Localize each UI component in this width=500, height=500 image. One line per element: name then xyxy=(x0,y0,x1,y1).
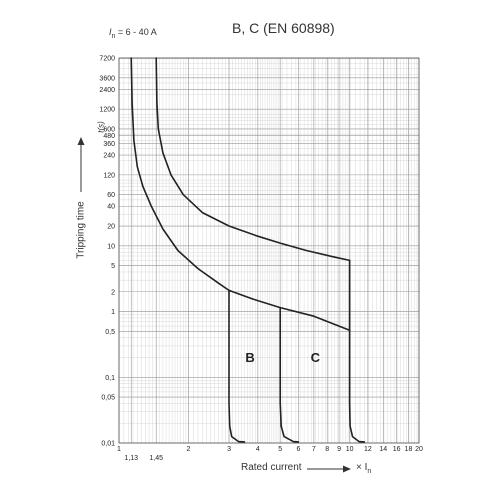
tick-labels: 7200360024001200600480360240120604020105… xyxy=(99,56,423,463)
y-tick-label: 240 xyxy=(103,153,115,160)
x-tick-label: 8 xyxy=(325,446,329,453)
x-tick-label: 18 xyxy=(405,446,413,453)
x-tick-label: 10 xyxy=(346,446,354,453)
tripping-curve xyxy=(130,57,230,292)
y-arrow-head xyxy=(77,137,85,145)
region-label: B xyxy=(245,350,254,365)
y-tick-label: 360 xyxy=(103,141,115,148)
x-axis-unit: × In xyxy=(356,462,371,475)
y-tick-label: 3600 xyxy=(99,75,115,82)
tripping-curve xyxy=(228,289,246,443)
tripping-curve xyxy=(155,57,351,262)
y-tick-label: 7200 xyxy=(99,56,115,63)
x-tick-label: 1,45 xyxy=(149,455,163,462)
x-tick-label: 3 xyxy=(227,446,231,453)
y-tick-label: 600 xyxy=(103,126,115,133)
rated-current-range-text: = 6 - 40 A xyxy=(115,27,157,37)
chart-title: B, C (EN 60898) xyxy=(232,20,335,36)
x-tick-label: 7 xyxy=(312,446,316,453)
y-tick-label: 10 xyxy=(107,243,115,250)
x-axis-title: Rated current xyxy=(241,462,302,473)
y-tick-label: 0,1 xyxy=(105,375,115,382)
axis-arrows xyxy=(77,137,351,473)
rated-current-subscript: n xyxy=(111,32,116,40)
x-tick-label: 6 xyxy=(296,446,300,453)
plot-frame xyxy=(118,57,420,444)
y-tick-label: 40 xyxy=(107,204,115,211)
x-tick-label: 5 xyxy=(278,446,282,453)
curves xyxy=(130,57,366,443)
region-label: C xyxy=(311,350,321,365)
x-arrow-head xyxy=(343,465,351,473)
y-tick-label: 0,5 xyxy=(105,329,115,336)
tripping-curve xyxy=(348,329,366,443)
y-tick-label: 2 xyxy=(111,289,115,296)
x-axis-unit-text: × I xyxy=(356,462,368,473)
x-tick-label: 2 xyxy=(186,446,190,453)
rated-current-symbol: I xyxy=(109,27,112,37)
x-tick-label: 20 xyxy=(415,446,423,453)
y-tick-label: 0,05 xyxy=(101,395,115,402)
tripping-curve xyxy=(279,306,300,443)
y-tick-label: 5 xyxy=(111,263,115,270)
y-tick-label: 480 xyxy=(103,133,115,140)
x-tick-label: 12 xyxy=(364,446,372,453)
x-axis-unit-subscript: n xyxy=(367,468,372,475)
y-tick-label: 2400 xyxy=(99,87,115,94)
grid xyxy=(118,57,420,444)
x-tick-label: 1,13 xyxy=(124,455,138,462)
y-tick-label: 120 xyxy=(103,172,115,179)
x-tick-label: 1 xyxy=(117,446,121,453)
y-tick-label: 0,01 xyxy=(101,441,115,448)
x-tick-label: 16 xyxy=(393,446,401,453)
y-tick-label: 60 xyxy=(107,192,115,199)
y-tick-label: 1 xyxy=(111,309,115,316)
y-tick-label: 1200 xyxy=(99,107,115,114)
x-tick-label: 14 xyxy=(379,446,387,453)
y-tick-label: 20 xyxy=(107,224,115,231)
rated-current-range: In = 6 - 40 A xyxy=(109,27,157,40)
x-tick-label: 4 xyxy=(256,446,260,453)
x-tick-label: 9 xyxy=(337,446,341,453)
